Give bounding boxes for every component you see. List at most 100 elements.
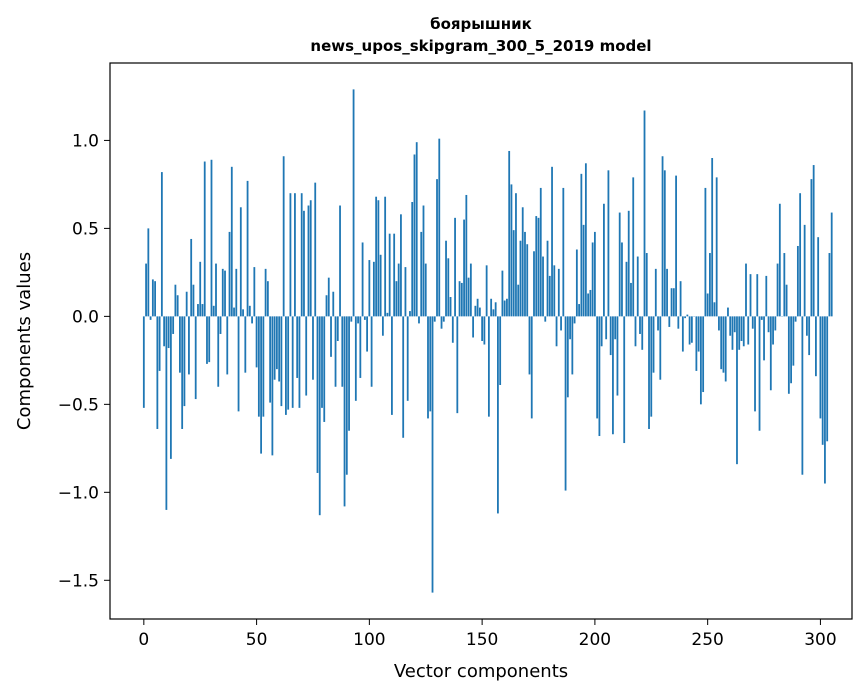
bar: [645, 253, 648, 317]
bar: [203, 161, 206, 317]
bar: [208, 316, 211, 363]
bar: [670, 288, 673, 317]
bar: [377, 200, 380, 317]
bar: [533, 251, 535, 317]
bar: [368, 260, 371, 317]
bar: [654, 268, 657, 317]
bar: [442, 316, 445, 322]
bar: [571, 316, 574, 375]
bar: [560, 316, 562, 331]
bar: [524, 231, 526, 317]
bar: [303, 210, 305, 317]
bar: [219, 316, 222, 334]
bar: [731, 316, 734, 350]
bar: [553, 265, 556, 317]
bar: [681, 316, 684, 352]
bar: [201, 304, 204, 317]
bar: [812, 165, 815, 317]
bar: [564, 316, 567, 491]
bar: [487, 316, 490, 417]
bar: [370, 316, 373, 387]
bar: [618, 212, 621, 317]
bar: [181, 316, 184, 429]
bar: [767, 316, 770, 333]
bar: [169, 316, 172, 459]
bar: [704, 187, 707, 317]
bar: [555, 316, 558, 347]
bar: [632, 177, 635, 317]
y-axis-label: Components values: [14, 252, 35, 430]
bar: [515, 193, 517, 317]
bar: [636, 256, 639, 317]
bar: [544, 316, 547, 322]
bar: [772, 316, 774, 345]
x-axis-ticks: 0 50 100 150 200 250 300: [138, 619, 837, 650]
bar: [546, 240, 549, 317]
bar: [244, 316, 247, 373]
bar: [336, 316, 339, 341]
bar: [490, 298, 493, 317]
bar: [474, 305, 477, 317]
bar: [449, 297, 452, 317]
bar: [733, 316, 736, 333]
bar: [359, 316, 362, 378]
bar: [745, 263, 747, 317]
bar: [600, 316, 603, 347]
y-tick-label: 1.0: [72, 131, 99, 151]
bar: [614, 316, 617, 340]
bar: [634, 316, 637, 347]
bar: [675, 175, 677, 317]
bar: [598, 316, 601, 437]
bar: [420, 231, 423, 317]
bar: [404, 267, 407, 317]
bar: [819, 316, 822, 419]
bar: [280, 316, 283, 407]
x-tick-label: 150: [466, 630, 498, 650]
bar: [296, 316, 299, 378]
bar: [580, 173, 583, 317]
bar: [413, 154, 416, 317]
bar: [212, 305, 215, 317]
bar: [578, 304, 580, 317]
bar: [343, 316, 346, 507]
bar: [609, 316, 612, 356]
bar: [275, 316, 278, 370]
bar: [172, 316, 175, 334]
bar: [248, 305, 251, 317]
bar: [305, 316, 308, 396]
bar: [805, 316, 808, 336]
x-axis-label: Vector components: [394, 661, 568, 682]
bar: [729, 316, 732, 336]
bar: [309, 200, 312, 317]
bar: [826, 316, 829, 442]
bar: [327, 277, 330, 317]
y-tick-label: 0.5: [72, 219, 99, 239]
bar: [174, 284, 177, 317]
bar: [388, 233, 391, 317]
y-tick-label: 0.0: [72, 307, 99, 327]
bar: [521, 207, 524, 317]
bar: [747, 316, 750, 345]
bar: [652, 316, 655, 373]
bar: [796, 245, 799, 317]
bar: [156, 316, 159, 429]
bar: [720, 316, 723, 370]
bar: [803, 224, 806, 317]
bar: [151, 279, 154, 317]
bar: [774, 316, 777, 331]
bar: [458, 281, 461, 317]
bar: [386, 312, 389, 317]
bar: [176, 295, 179, 317]
bar: [821, 316, 824, 445]
bar: [167, 316, 170, 349]
bar: [147, 228, 150, 317]
bar: [799, 193, 802, 317]
bar: [230, 166, 233, 317]
bar: [510, 184, 513, 317]
bar: [393, 233, 396, 317]
bar: [345, 316, 348, 475]
bar: [603, 203, 605, 317]
bar: [149, 316, 152, 320]
bar: [695, 316, 698, 371]
bar: [589, 289, 592, 317]
